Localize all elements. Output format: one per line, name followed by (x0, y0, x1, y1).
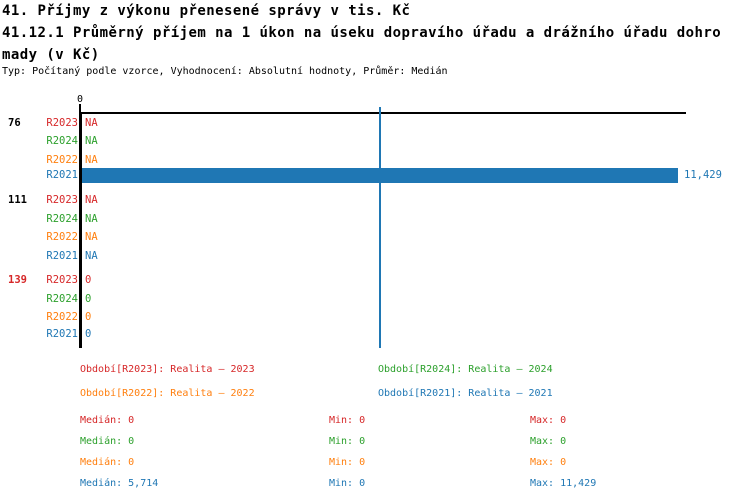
stat-min-r2021: Min: 0 (329, 478, 366, 489)
period-label: R2024 (46, 293, 78, 305)
indicator-title-line2: mady (v Kč) (2, 47, 100, 63)
bar-r2021 (82, 168, 678, 183)
row-value: 0 (85, 293, 92, 305)
stat-median-r2022: Medián: 0 (80, 457, 135, 468)
legend-item-r2021: Období[R2021]: Realita – 2021 (378, 388, 553, 399)
stat-min-r2024: Min: 0 (329, 436, 366, 447)
chart-row: R2022 NA (0, 228, 750, 246)
indicator-meta: Typ: Počítaný podle vzorce, Vyhodnocení:… (2, 66, 448, 77)
stat-median-r2021: Medián: 5,714 (80, 478, 159, 489)
chart-row: 111 R2023 NA (0, 191, 750, 209)
period-label: R2021 (46, 328, 78, 340)
indicator-title-line1: 41.12.1 Průměrný příjem na 1 úkon na úse… (2, 25, 722, 41)
chart-row: 139 R2023 0 (0, 271, 750, 289)
period-label: R2023 (46, 194, 78, 206)
chart-row: R2024 NA (0, 210, 750, 228)
row-value: 0 (85, 328, 92, 340)
period-label: R2023 (46, 274, 78, 286)
stat-median-r2023: Medián: 0 (80, 415, 135, 426)
chart-row: R2021 NA (0, 247, 750, 265)
stat-max-r2023: Max: 0 (530, 415, 567, 426)
y-axis-line (79, 112, 82, 348)
chart-row: R2022 NA (0, 151, 750, 169)
stat-max-r2022: Max: 0 (530, 457, 567, 468)
stat-min-r2023: Min: 0 (329, 415, 366, 426)
stat-max-r2021: Max: 11,429 (530, 478, 597, 489)
row-value: NA (85, 231, 98, 243)
stat-max-r2024: Max: 0 (530, 436, 567, 447)
row-value: NA (85, 154, 98, 166)
x-axis-tick-label: 0 (76, 94, 84, 105)
chart-row: R2024 NA (0, 132, 750, 150)
chart-row: R2024 0 (0, 290, 750, 308)
group-label: 76 (8, 117, 21, 129)
row-value: 0 (85, 274, 92, 286)
period-label: R2022 (46, 311, 78, 323)
chart-row: R2021 11,429 (0, 167, 750, 184)
legend-item-r2023: Období[R2023]: Realita – 2023 (80, 364, 255, 375)
row-value: NA (85, 117, 98, 129)
report-title: 41. Příjmy z výkonu přenesené správy v t… (2, 3, 411, 19)
chart-row: R2021 0 (0, 325, 750, 343)
stat-min-r2022: Min: 0 (329, 457, 366, 468)
period-label: R2021 (46, 250, 78, 262)
legend-item-r2024: Období[R2024]: Realita – 2024 (378, 364, 553, 375)
row-value: 0 (85, 311, 92, 323)
x-axis-tick-mark (79, 104, 81, 112)
chart-row: 76 R2023 NA (0, 114, 750, 132)
period-label: R2022 (46, 154, 78, 166)
x-axis-line (80, 112, 686, 114)
group-label: 111 (8, 194, 27, 206)
period-label: R2022 (46, 231, 78, 243)
median-reference-line (379, 107, 381, 348)
bar-value-label: 11,429 (684, 169, 722, 181)
period-label: R2024 (46, 213, 78, 225)
period-label: R2023 (46, 117, 78, 129)
row-value: NA (85, 250, 98, 262)
stat-median-r2024: Medián: 0 (80, 436, 135, 447)
period-label: R2024 (46, 135, 78, 147)
legend-item-r2022: Období[R2022]: Realita – 2022 (80, 388, 255, 399)
row-value: NA (85, 194, 98, 206)
chart-row: R2022 0 (0, 308, 750, 326)
row-value: NA (85, 213, 98, 225)
row-value: NA (85, 135, 98, 147)
period-label: R2021 (46, 169, 78, 181)
group-label: 139 (8, 274, 27, 286)
